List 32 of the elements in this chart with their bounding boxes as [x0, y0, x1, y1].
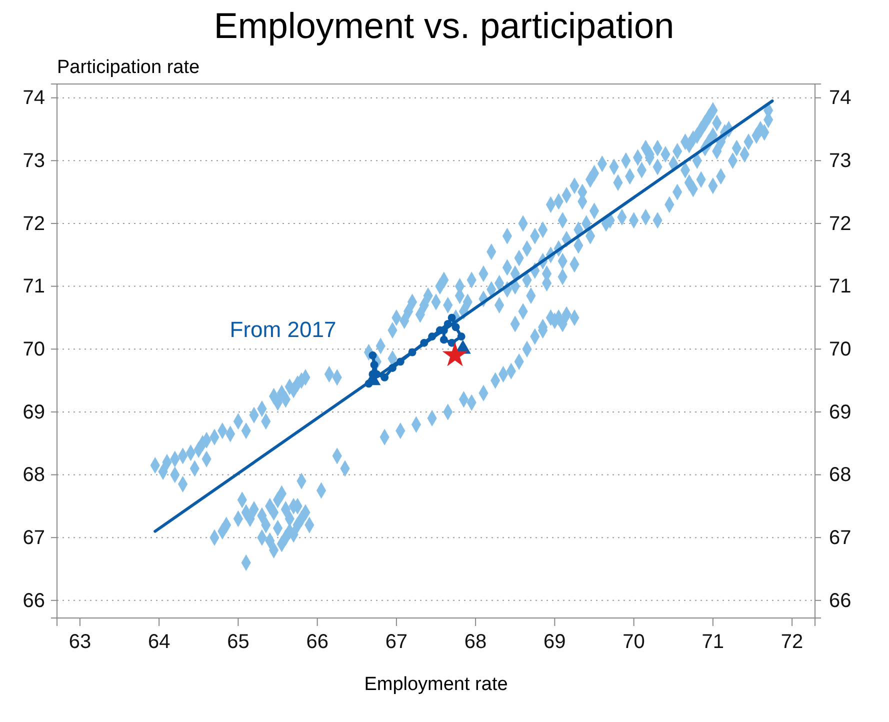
y2-tick-label: 66: [829, 590, 852, 612]
y-tick-label: 69: [22, 401, 45, 424]
x-tick-label: 71: [702, 631, 724, 654]
x-tick-label: 67: [385, 631, 408, 654]
y-tick-label: 70: [22, 338, 45, 361]
annotation: From 2017: [230, 317, 336, 342]
y2-tick-label: 71: [829, 276, 852, 298]
x-tick-label: 65: [227, 631, 250, 654]
y2-tick-label: 73: [829, 150, 852, 172]
x-tick-label: 72: [780, 631, 804, 654]
chart-title: Employment vs. participation: [214, 5, 674, 46]
x-tick-label: 70: [622, 631, 645, 654]
y2-tick-label: 69: [829, 401, 852, 424]
x-tick-label: 63: [68, 631, 92, 654]
y2-tick-label: 68: [829, 464, 852, 486]
y2-tick-label: 74: [829, 87, 852, 110]
x-tick-label: 64: [148, 631, 170, 654]
y-tick-label: 71: [22, 276, 45, 298]
y-tick-label: 66: [22, 590, 45, 612]
y-tick-label: 73: [22, 150, 45, 172]
y-tick-label: 74: [22, 87, 45, 110]
x-tick-label: 66: [306, 631, 328, 654]
y2-tick-label: 67: [829, 526, 852, 549]
y-tick-label: 68: [22, 464, 45, 486]
y-axis-title: Participation rate: [57, 57, 200, 78]
x-tick-label: 69: [544, 631, 566, 654]
x-axis-title: Employment rate: [364, 674, 508, 695]
y2-tick-label: 70: [829, 338, 852, 361]
y-tick-label: 72: [22, 212, 45, 235]
y2-tick-label: 72: [829, 212, 852, 235]
y-tick-label: 67: [22, 526, 45, 549]
x-tick-label: 68: [464, 631, 487, 654]
